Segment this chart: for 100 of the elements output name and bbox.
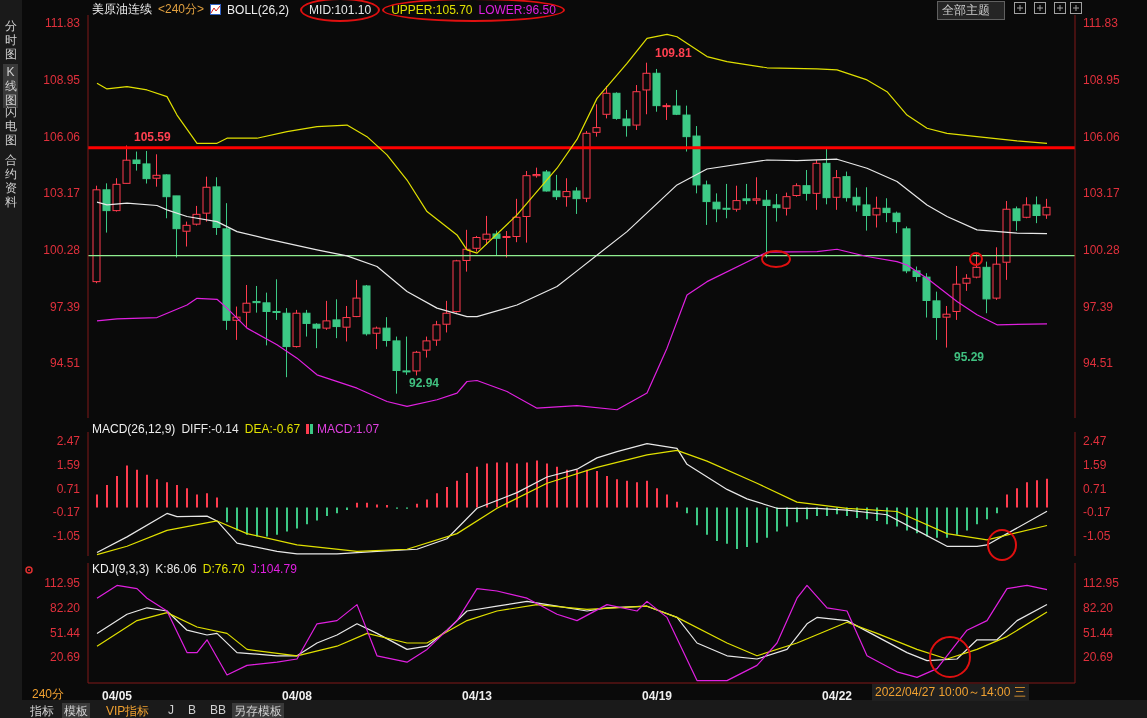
bar (426, 499, 428, 508)
bar (206, 493, 208, 508)
bar (286, 507, 288, 532)
candlestick (102, 182, 111, 234)
candlestick (242, 284, 251, 329)
y2-tick-label: -1.05 (1083, 529, 1111, 544)
y-tick-label: 97.39 (49, 299, 81, 314)
candlestick (352, 279, 361, 318)
bar (216, 497, 218, 508)
bar (976, 507, 978, 525)
bar (806, 507, 808, 520)
y2-tick-label: 1.59 (1083, 457, 1107, 472)
bar (996, 507, 998, 514)
bar (686, 507, 688, 514)
bar (266, 507, 268, 537)
x-tick-label: 04/22 (821, 688, 853, 703)
bar (256, 507, 258, 537)
y-tick-label: -1.05 (52, 529, 81, 544)
y-tick-label: 111.83 (45, 16, 81, 31)
candlestick (732, 185, 741, 213)
bar (176, 485, 178, 508)
bar (506, 462, 508, 508)
bar (926, 507, 928, 537)
bar (696, 507, 698, 526)
candlestick (412, 350, 421, 376)
bar (486, 463, 488, 508)
legend-title: BOLL(26,2) (227, 2, 290, 17)
y2-tick-label: 103.17 (1083, 186, 1121, 201)
bar (596, 471, 598, 508)
bar (126, 465, 128, 508)
x-tick-label: 04/08 (281, 688, 313, 703)
bar (96, 494, 98, 508)
text: BB (209, 703, 227, 717)
bar (456, 480, 458, 508)
bar (986, 507, 988, 520)
bar (776, 507, 778, 532)
bar (106, 485, 108, 508)
bar (676, 501, 678, 508)
candlestick (592, 103, 601, 138)
text: DEA:-0.67 (244, 422, 301, 436)
y-tick-label: 0.71 (56, 481, 81, 496)
candlestick (642, 62, 651, 115)
bar (136, 469, 138, 508)
bar (436, 493, 438, 508)
bar (756, 507, 758, 543)
bar (516, 463, 518, 508)
bar (1006, 494, 1008, 508)
bar (526, 462, 528, 508)
y2-tick-label: 94.51 (1083, 356, 1114, 371)
bar (606, 475, 608, 508)
y-tick-label: 100.28 (43, 242, 81, 257)
y-tick-label: 82.20 (49, 600, 81, 615)
line-series (96, 584, 1048, 682)
text: K线图 (3, 64, 18, 108)
bar (226, 507, 228, 523)
bar (616, 479, 618, 508)
y-tick-label: -0.17 (52, 505, 81, 520)
bar (1036, 480, 1038, 508)
candlestick (1042, 198, 1051, 220)
bar (736, 507, 738, 549)
bar (166, 482, 168, 508)
text: DIFF:-0.14 (181, 422, 239, 436)
bar (316, 507, 318, 521)
bar (706, 507, 708, 535)
y2-tick-label: 20.69 (1083, 650, 1114, 665)
y-tick-label: 94.51 (49, 356, 81, 371)
bar (636, 482, 638, 508)
y-tick-label: 1.59 (56, 457, 81, 472)
candlestick (122, 144, 131, 184)
text: 240分 (31, 686, 66, 703)
bar (156, 479, 158, 508)
annotation: 95.29 (953, 350, 986, 364)
candlestick (312, 322, 321, 349)
y2-tick-label: 112.95 (1083, 576, 1120, 591)
y2-tick-label: 82.20 (1083, 600, 1114, 615)
bar (336, 507, 338, 514)
y2-tick-label: -0.17 (1083, 505, 1111, 520)
bar (946, 507, 948, 538)
bar (966, 507, 968, 531)
text: D:76.70 (202, 562, 245, 576)
candlestick (302, 309, 311, 338)
y-tick-label: 112.95 (44, 576, 81, 591)
bar (746, 507, 748, 548)
text: MID:101.10 (309, 2, 372, 17)
y2-tick-label: 51.44 (1083, 625, 1114, 640)
y-tick-label: 108.95 (43, 72, 81, 87)
bar (296, 507, 298, 529)
candlestick (1012, 205, 1021, 232)
bar (656, 488, 658, 508)
legend-title: MACD(26,12,9) (92, 422, 176, 436)
annotation: 92.94 (408, 376, 441, 390)
x-tick-label: 04/13 (461, 688, 493, 703)
text: UPPER:105.70 (391, 2, 473, 17)
text: B (187, 703, 197, 717)
candlestick (972, 253, 981, 279)
bar (546, 463, 548, 508)
text: 模板 (62, 703, 90, 718)
candlestick (322, 300, 331, 331)
bar (236, 507, 238, 531)
y2-tick-label: 108.95 (1083, 72, 1121, 87)
